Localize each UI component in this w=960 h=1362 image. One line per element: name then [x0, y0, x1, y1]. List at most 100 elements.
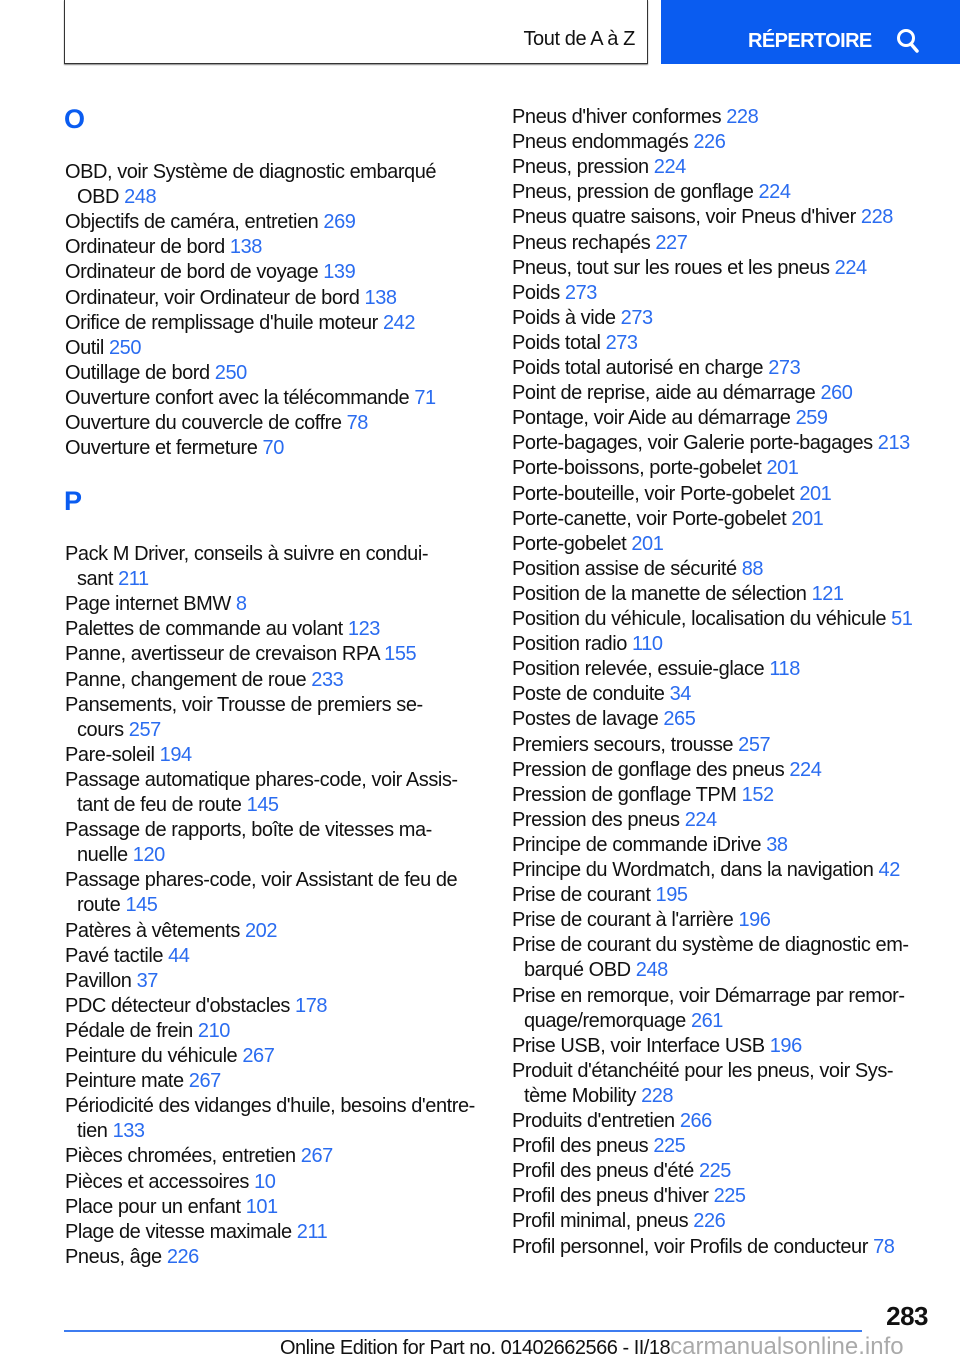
index-entry: Pneus, tout sur les roues et les pneus 2… [512, 256, 867, 281]
entry-page-link[interactable]: 145 [246, 793, 279, 816]
entry-page-link[interactable]: 152 [741, 783, 774, 806]
entry-page-link[interactable]: 248 [124, 186, 157, 209]
entry-page-link[interactable]: 261 [690, 1009, 723, 1032]
entry-page-link[interactable]: 226 [166, 1245, 199, 1268]
entry-term: Prise de courant [512, 884, 651, 907]
entry-page-link[interactable]: 273 [564, 281, 597, 304]
entry-page-link[interactable]: 224 [834, 256, 867, 279]
entry-page-link[interactable]: 228 [860, 206, 893, 229]
entry-page-link[interactable]: 259 [795, 407, 828, 430]
entry-term-continued: tème Mobility [524, 1084, 636, 1107]
section-header: Tout de A à Z [64, 0, 648, 64]
entry-page-link[interactable]: 201 [799, 482, 832, 505]
entry-page-link[interactable]: 78 [346, 412, 369, 434]
entry-page-link[interactable]: 242 [382, 311, 416, 334]
repertoire-label: RÉPERTOIRE [748, 30, 872, 52]
entry-page-link[interactable]: 226 [693, 131, 726, 154]
entry-page-link[interactable]: 211 [118, 568, 149, 591]
entry-page-link[interactable]: 224 [758, 181, 791, 204]
entry-page-link[interactable]: 8 [235, 593, 247, 616]
entry-page-link[interactable]: 120 [132, 844, 165, 867]
entry-term: Profil minimal, pneus [512, 1210, 689, 1233]
entry-term: Pansements, voir Trousse de premiers se- [65, 693, 423, 716]
entry-page-link[interactable]: 273 [768, 357, 801, 379]
entry-page-link[interactable]: 267 [242, 1045, 275, 1067]
entry-page-link[interactable]: 196 [738, 909, 771, 932]
entry-page-link[interactable]: 257 [128, 718, 161, 741]
index-entry: Ordinateur de bord 138 [65, 235, 262, 260]
index-entry: Panne, changement de roue 233 [65, 668, 344, 693]
entry-page-link[interactable]: 202 [245, 919, 278, 942]
entry-page-link[interactable]: 121 [811, 582, 844, 605]
entry-page-link[interactable]: 110 [632, 633, 663, 656]
entry-page-link[interactable]: 155 [384, 643, 417, 666]
entry-page-link[interactable]: 34 [669, 683, 692, 706]
entry-page-link[interactable]: 38 [766, 833, 788, 856]
entry-page-link[interactable]: 224 [684, 808, 717, 831]
entry-page-link[interactable]: 196 [769, 1034, 802, 1057]
entry-page-link[interactable]: 78 [873, 1235, 895, 1258]
entry-page-link[interactable]: 139 [323, 261, 356, 284]
index-entry: Profil des pneus d'hiver 225 [512, 1184, 746, 1209]
index-entry: Porte-boissons, porte-gobelet 201 [512, 456, 799, 481]
entry-page-link[interactable]: 123 [347, 618, 380, 641]
entry-page-link[interactable]: 178 [295, 994, 328, 1017]
entry-page-link[interactable]: 265 [663, 708, 696, 731]
entry-page-link[interactable]: 267 [300, 1145, 333, 1168]
entry-page-link[interactable]: 224 [653, 156, 686, 179]
entry-page-link[interactable]: 201 [766, 457, 799, 480]
entry-page-link[interactable]: 133 [112, 1120, 145, 1143]
entry-page-link[interactable]: 211 [296, 1220, 328, 1243]
index-entry: Prise USB, voir Interface USB 196 [512, 1034, 802, 1059]
entry-term: Palettes de commande au volant [65, 618, 343, 641]
entry-page-link[interactable]: 195 [655, 884, 688, 907]
repertoire-button[interactable]: RÉPERTOIRE [661, 0, 960, 64]
entry-page-link[interactable]: 250 [214, 361, 247, 384]
entry-page-link[interactable]: 101 [245, 1195, 278, 1218]
index-entry: Passage phares-code, voir Assistant de f… [65, 868, 458, 918]
entry-page-link[interactable]: 210 [197, 1019, 230, 1042]
entry-page-link[interactable]: 273 [605, 331, 638, 354]
entry-page-link[interactable]: 201 [791, 507, 824, 530]
entry-page-link[interactable]: 71 [414, 386, 436, 409]
entry-page-link[interactable]: 194 [159, 743, 192, 766]
index-entry: Pneus, pression 224 [512, 155, 686, 180]
entry-page-link[interactable]: 201 [631, 532, 664, 555]
entry-page-link[interactable]: 118 [769, 658, 800, 681]
entry-page-link[interactable]: 224 [789, 758, 822, 781]
entry-page-link[interactable]: 269 [323, 211, 356, 234]
entry-page-link[interactable]: 225 [713, 1185, 746, 1208]
entry-page-link[interactable]: 226 [693, 1210, 726, 1233]
entry-page-link[interactable]: 225 [698, 1160, 731, 1183]
entry-term: Prise en remorque, voir Démarrage par re… [512, 984, 905, 1007]
entry-page-link[interactable]: 248 [635, 959, 668, 982]
entry-page-link[interactable]: 225 [653, 1135, 686, 1158]
entry-page-link[interactable]: 227 [655, 231, 688, 254]
entry-page-link[interactable]: 257 [738, 733, 771, 756]
entry-page-link[interactable]: 42 [878, 859, 901, 881]
entry-page-link[interactable]: 228 [726, 106, 759, 128]
entry-page-link[interactable]: 70 [262, 437, 285, 460]
entry-page-link[interactable]: 250 [108, 336, 142, 359]
entry-page-link[interactable]: 37 [136, 969, 159, 992]
entry-page-link[interactable]: 145 [125, 894, 158, 917]
entry-page-link[interactable]: 266 [679, 1110, 712, 1132]
entry-page-link[interactable]: 138 [229, 236, 262, 259]
entry-page-link[interactable]: 44 [168, 944, 190, 967]
entry-page-link[interactable]: 260 [820, 382, 853, 405]
entry-page-link[interactable]: 138 [364, 286, 397, 309]
entry-term: Passage automatique phares-code, voir As… [65, 768, 458, 791]
entry-page-link[interactable]: 10 [254, 1170, 276, 1193]
index-entry: Poste de conduite 34 [512, 682, 691, 707]
entry-page-link[interactable]: 273 [620, 306, 653, 329]
entry-term: Premiers secours, trousse [512, 733, 734, 756]
index-entry: Pneus quatre saisons, voir Pneus d'hiver… [512, 205, 893, 230]
entry-page-link[interactable]: 233 [311, 668, 344, 691]
entry-page-link[interactable]: 228 [641, 1084, 674, 1107]
entry-page-link[interactable]: 88 [741, 557, 764, 580]
entry-term: Ordinateur de bord [65, 236, 225, 259]
entry-page-link[interactable]: 267 [188, 1070, 221, 1093]
entry-page-link[interactable]: 51 [891, 608, 913, 630]
entry-term: Principe de commande iDrive [512, 833, 762, 856]
entry-page-link[interactable]: 213 [877, 432, 910, 455]
